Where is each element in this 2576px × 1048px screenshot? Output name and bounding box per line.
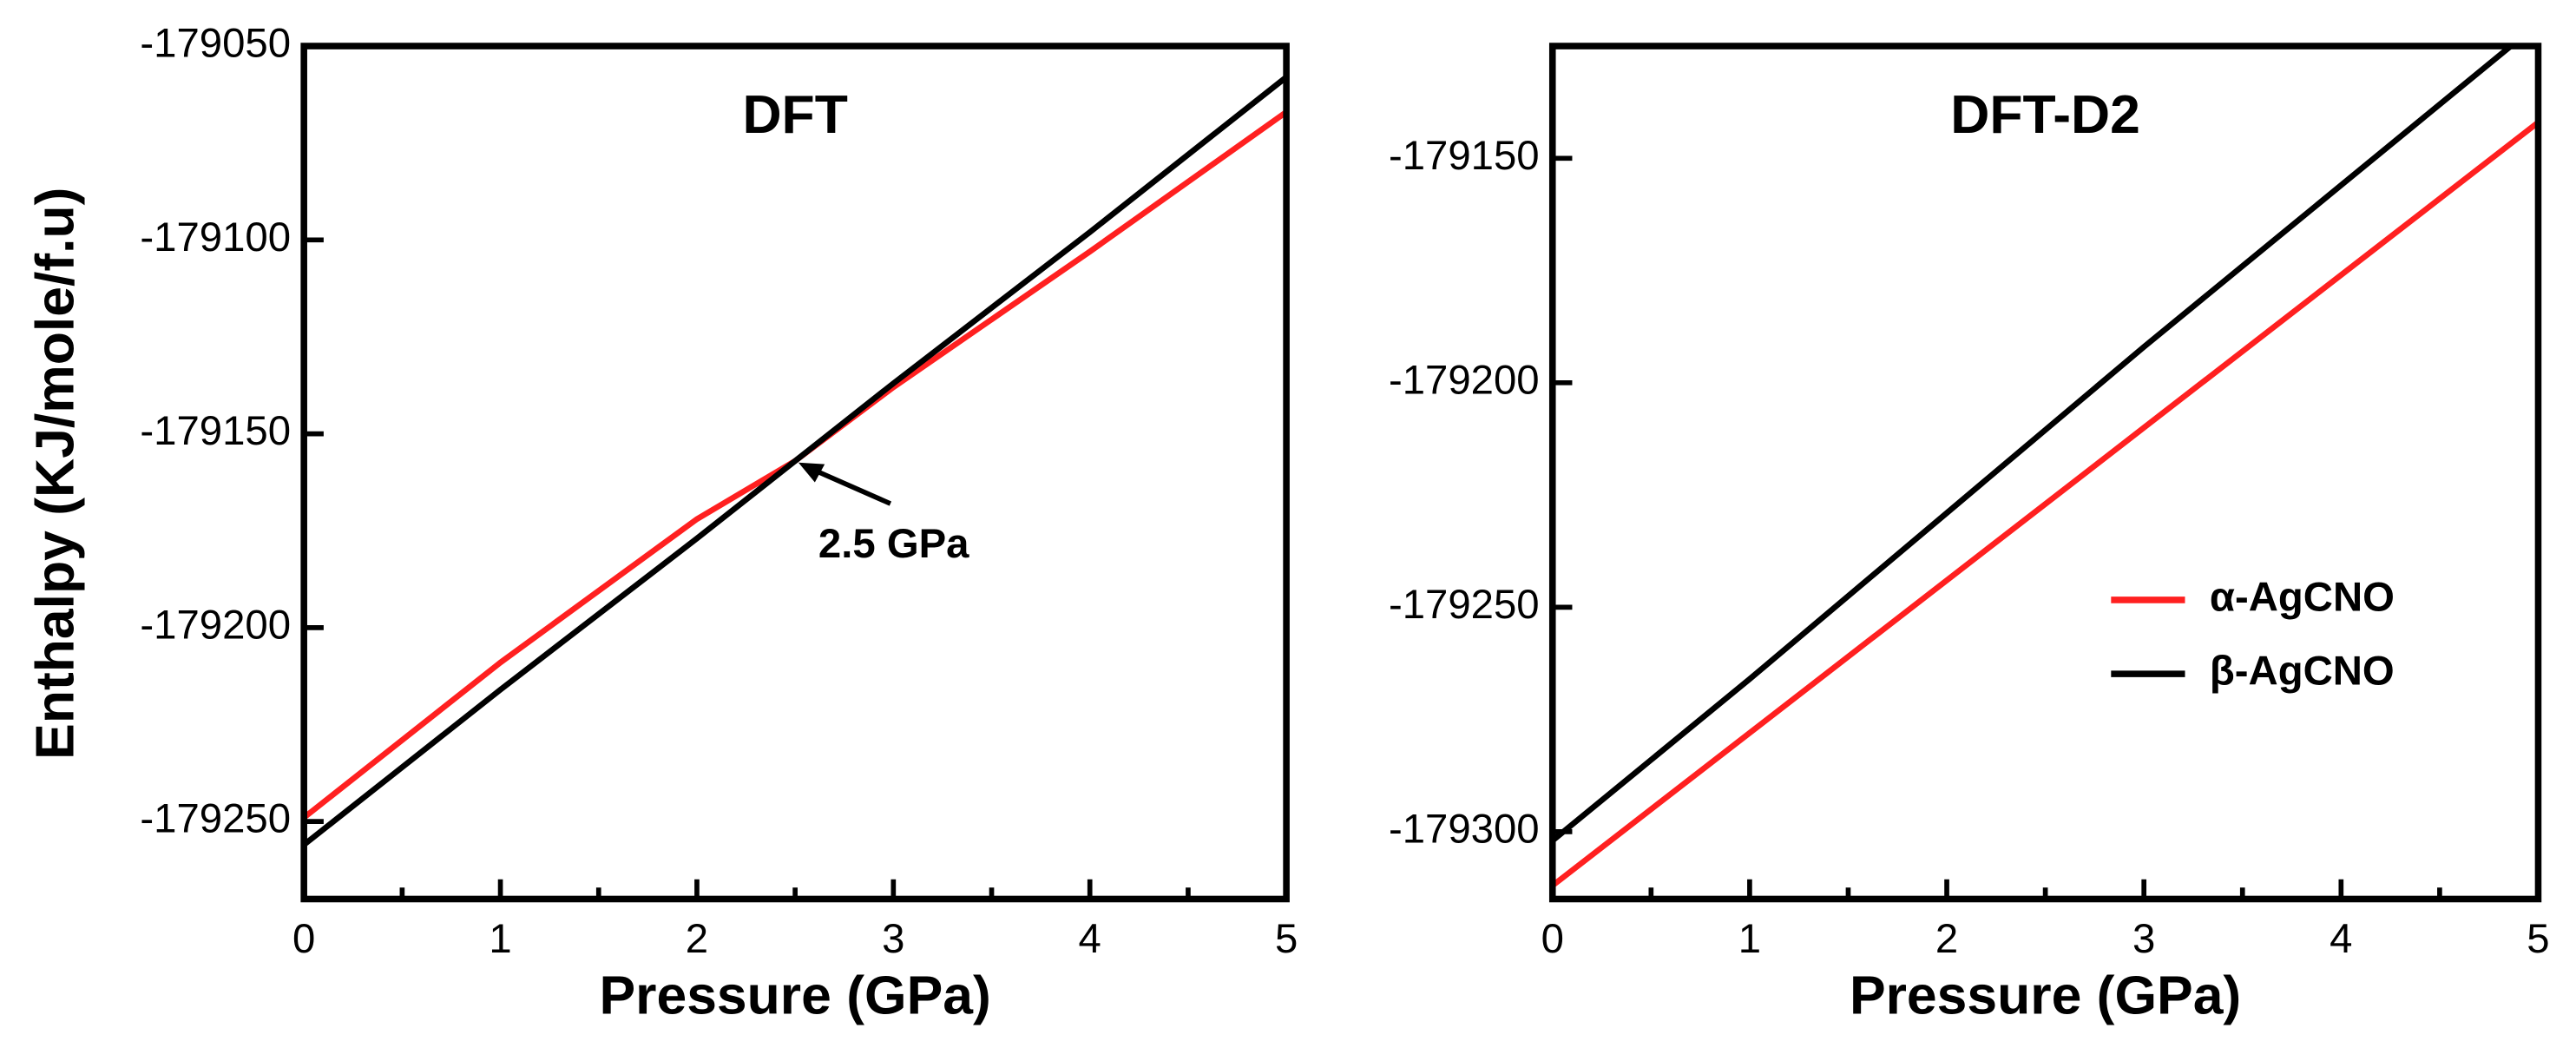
legend-label: β-AgCNO bbox=[2210, 649, 2395, 695]
plot-frame bbox=[300, 43, 1290, 903]
legend-label: α-AgCNO bbox=[2210, 574, 2395, 620]
x-axis-label: Pressure (GPa) bbox=[1850, 965, 2241, 1025]
y-axis-label: Enthalpy (KJ/mole/f.u) bbox=[25, 188, 86, 760]
y-tick-label: -179100 bbox=[140, 214, 291, 260]
x-tick-label: 4 bbox=[1079, 916, 1101, 962]
x-tick-label: 5 bbox=[2527, 916, 2549, 962]
x-tick-label: 4 bbox=[2330, 916, 2352, 962]
x-tick-label: 3 bbox=[882, 916, 904, 962]
annotation-arrow bbox=[807, 465, 892, 506]
series-line bbox=[1552, 46, 2516, 843]
x-tick-label: 2 bbox=[1935, 916, 1958, 962]
x-tick-label: 1 bbox=[1738, 916, 1761, 962]
y-tick-label: -179150 bbox=[1389, 133, 1540, 179]
annotation-arrowhead bbox=[798, 462, 825, 483]
y-tick-label: -179300 bbox=[1389, 806, 1540, 852]
y-tick-label: -179200 bbox=[140, 602, 291, 648]
series-line bbox=[304, 109, 1287, 821]
y-tick-label: -179050 bbox=[140, 21, 291, 67]
series-line bbox=[304, 75, 1287, 847]
x-tick-label: 3 bbox=[2132, 916, 2155, 962]
chart-title: DFT-D2 bbox=[1950, 84, 2140, 145]
annotation: 2.5 GPa bbox=[818, 521, 969, 567]
x-tick-label: 2 bbox=[686, 916, 708, 962]
series-line bbox=[1552, 120, 2539, 888]
x-tick-label: 5 bbox=[1275, 916, 1298, 962]
y-tick-label: -179250 bbox=[140, 796, 291, 842]
x-tick-label: 0 bbox=[1541, 916, 1564, 962]
y-tick-label: -179200 bbox=[1389, 357, 1540, 403]
y-tick-label: -179150 bbox=[140, 408, 291, 454]
x-tick-label: 0 bbox=[292, 916, 315, 962]
x-axis-label: Pressure (GPa) bbox=[600, 965, 991, 1025]
y-tick-label: -179250 bbox=[1389, 582, 1540, 628]
x-tick-label: 1 bbox=[489, 916, 511, 962]
chart-title: DFT bbox=[742, 84, 847, 145]
